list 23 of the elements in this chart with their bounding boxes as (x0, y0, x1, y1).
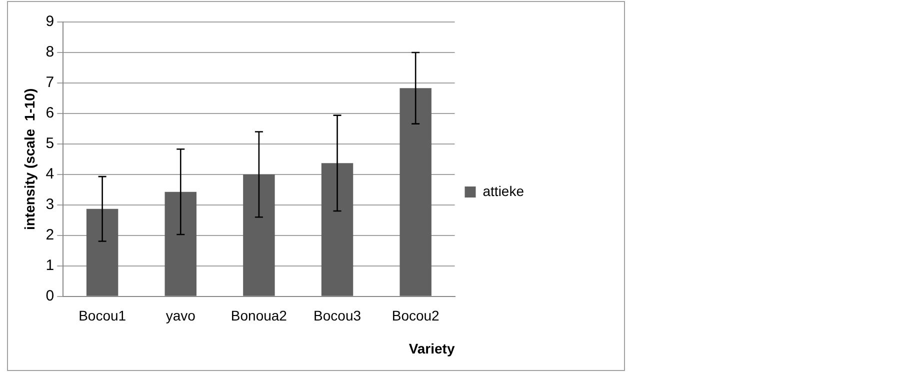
bar (321, 163, 354, 296)
y-tick-label: 2 (46, 226, 54, 244)
y-tick-label: 6 (46, 104, 54, 122)
bar (86, 208, 118, 296)
x-tick-label: Bocou2 (392, 308, 440, 324)
bar (243, 174, 275, 296)
bar (164, 192, 196, 296)
x-axis-title: Variety (408, 340, 455, 356)
bar (400, 88, 432, 296)
y-tick-label: 7 (46, 74, 54, 92)
y-tick-label: 8 (46, 44, 54, 61)
y-tick-label: 5 (46, 135, 54, 152)
y-tick-label: 1 (46, 257, 54, 274)
x-tick-label: yavo (166, 308, 196, 324)
y-tick-label: 4 (46, 166, 54, 183)
y-axis-title: intensity (scale 1-10) (21, 88, 38, 230)
legend-label: attieke (482, 182, 524, 199)
y-tick-label: 9 (46, 13, 54, 30)
x-tick-label: Bocou3 (314, 308, 362, 324)
y-tick-label: 3 (46, 196, 54, 214)
y-tick-label: 0 (46, 288, 54, 305)
x-tick-label: Bocou1 (78, 308, 126, 324)
x-tick-label: Bonoua2 (230, 308, 288, 324)
